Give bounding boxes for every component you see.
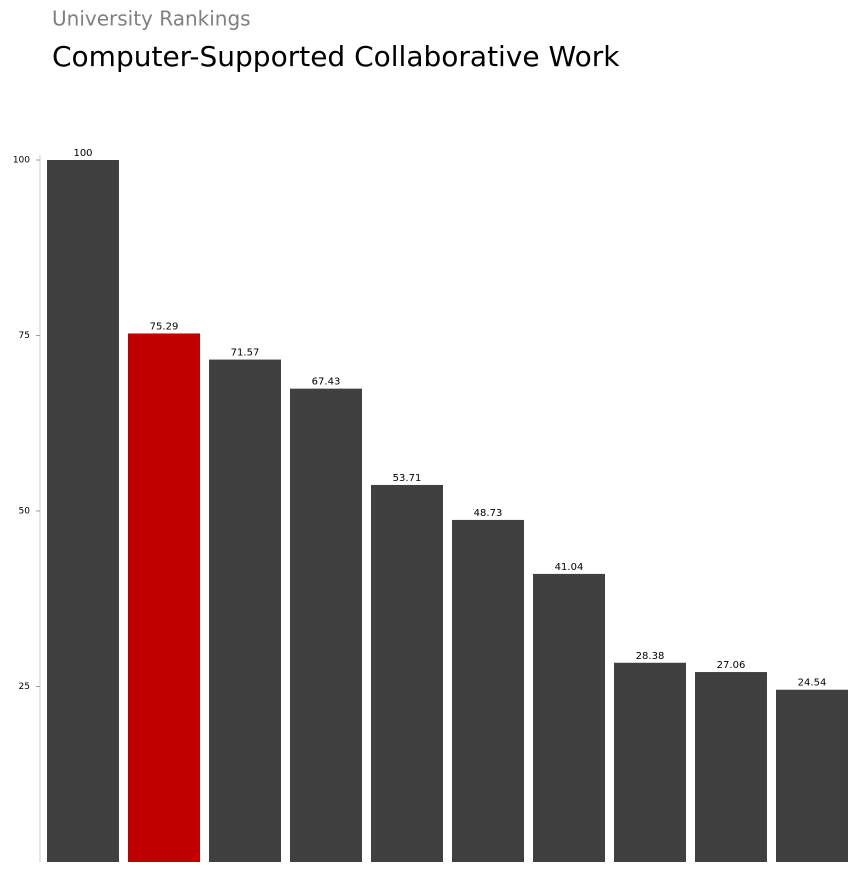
bar	[533, 573, 605, 862]
y-tick-label: 100	[13, 156, 30, 166]
y-tick-label: 25	[19, 682, 30, 692]
y-tick-label: 50	[19, 507, 31, 517]
value-label: 75.29	[150, 321, 179, 332]
bar	[452, 519, 524, 862]
bar	[371, 484, 443, 862]
bar	[614, 662, 686, 862]
value-label: 53.71	[393, 473, 422, 484]
value-label: 100	[73, 148, 92, 159]
value-label: 27.06	[717, 660, 746, 671]
value-label: 67.43	[312, 377, 341, 388]
value-label: 41.04	[555, 562, 584, 573]
chart-title: University Rankings	[52, 7, 251, 31]
bar	[47, 160, 119, 862]
bar	[128, 333, 200, 862]
value-label: 71.57	[231, 348, 260, 359]
chart-subtitle: Computer-Supported Collaborative Work	[52, 40, 620, 73]
value-label: 28.38	[636, 651, 665, 662]
value-label: 48.73	[474, 508, 503, 519]
y-tick-label: 75	[19, 331, 30, 341]
bar	[290, 388, 362, 862]
bar	[776, 689, 848, 862]
bar	[209, 359, 281, 862]
value-label: 24.54	[798, 678, 827, 689]
bar	[695, 672, 767, 862]
